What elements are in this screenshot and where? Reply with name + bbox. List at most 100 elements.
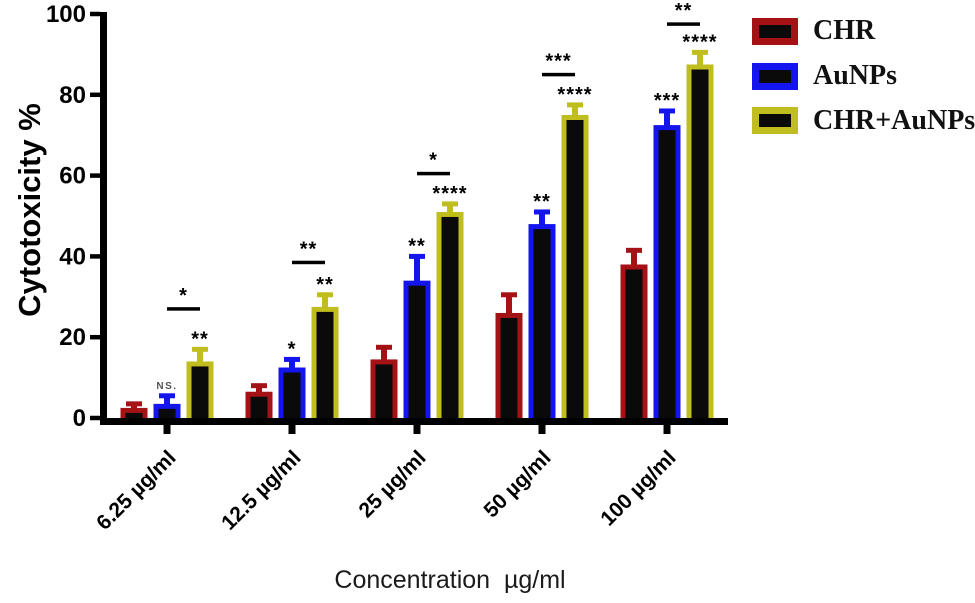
error-bar-cap — [659, 108, 675, 114]
comparison-bracket — [167, 307, 200, 311]
y-tick — [90, 173, 100, 178]
x-tick-label: 6.25 µg/ml — [92, 446, 180, 534]
error-bar-stem — [322, 294, 328, 310]
error-bar-stem — [414, 256, 420, 284]
bar-fill — [283, 372, 301, 418]
error-bar-cap — [567, 102, 583, 108]
bar-fill — [375, 364, 393, 418]
x-tick — [413, 425, 421, 434]
x-tick-label: 100 µg/ml — [596, 446, 680, 530]
legend-swatch — [752, 62, 798, 90]
bar-fill — [441, 216, 459, 418]
significance-label: * — [288, 338, 297, 360]
legend-item-AuNPs: AuNPs — [752, 59, 975, 92]
y-axis — [100, 12, 107, 425]
y-tick — [90, 415, 100, 421]
legend-label: CHR — [813, 15, 876, 46]
bracket-significance-label: ** — [675, 0, 693, 22]
bracket-significance-label: * — [429, 150, 438, 172]
error-bar-stem — [631, 250, 637, 268]
error-bar-cap — [534, 209, 550, 215]
x-tick-label: 50 µg/ml — [480, 446, 556, 522]
bar-fill — [250, 396, 268, 418]
y-tick-label: 100 — [46, 1, 86, 28]
bar-fill — [533, 229, 551, 418]
bar-fill — [125, 412, 143, 418]
error-bar-stem — [164, 395, 170, 407]
error-bar-stem — [697, 52, 703, 68]
bar-fill — [408, 285, 426, 418]
y-tick-label: 0 — [73, 405, 86, 432]
significance-label: ** — [316, 274, 334, 296]
bar-fill — [566, 120, 584, 418]
legend-item-CHR: CHR — [752, 15, 975, 47]
x-tick-label: 12.5 µg/ml — [217, 446, 305, 534]
error-bar-stem — [289, 359, 295, 371]
error-bar-cap — [442, 201, 458, 207]
error-bar-stem — [572, 104, 578, 118]
y-tick — [90, 92, 100, 98]
legend-item-CHR+AuNPs: CHR+AuNPs — [752, 104, 975, 137]
x-tick-label: 25 µg/ml — [355, 446, 431, 522]
legend-swatch — [752, 17, 798, 45]
error-bar-stem — [131, 403, 137, 411]
significance-label: ** — [533, 191, 551, 213]
y-tick — [90, 11, 100, 17]
bar-fill — [625, 269, 643, 418]
error-bar-stem — [506, 294, 512, 316]
significance-label: ** — [191, 328, 209, 350]
significance-label: ** — [408, 235, 426, 257]
legend-label: CHR+AuNPs — [813, 104, 975, 136]
y-tick-label: 60 — [59, 163, 86, 190]
error-bar-cap — [192, 346, 208, 352]
y-tick-label: 80 — [59, 82, 86, 109]
error-bar-cap — [626, 247, 642, 253]
error-bar-cap — [251, 383, 267, 389]
comparison-bracket — [542, 72, 575, 77]
significance-label: *** — [654, 90, 680, 112]
bar-fill — [658, 130, 676, 418]
x-tick — [163, 425, 171, 434]
legend: CHR AuNPs CHR+AuNPs — [752, 15, 975, 150]
x-tick — [288, 425, 296, 434]
bracket-significance-label: ** — [300, 238, 318, 260]
error-bar-cap — [126, 401, 142, 407]
bar-fill — [191, 366, 209, 418]
error-bar-stem — [197, 349, 203, 365]
legend-swatch — [752, 107, 798, 135]
legend-label: AuNPs — [813, 59, 898, 91]
significance-label: NS. — [156, 381, 177, 392]
bar-fill — [500, 317, 518, 418]
x-tick — [538, 425, 546, 434]
significance-label: **** — [557, 84, 592, 106]
x-tick — [663, 425, 671, 434]
error-bar-stem — [447, 203, 453, 215]
comparison-bracket — [667, 22, 700, 26]
error-bar-cap — [317, 292, 333, 298]
error-bar-stem — [664, 110, 670, 129]
comparison-bracket — [292, 260, 325, 265]
x-axis — [100, 418, 728, 425]
y-tick — [90, 334, 100, 340]
x-axis-title: Concentration µg/ml — [334, 566, 566, 594]
y-tick-label: 40 — [59, 243, 86, 270]
bracket-significance-label: *** — [545, 51, 571, 73]
error-bar-stem — [381, 347, 387, 363]
error-bar-cap — [409, 253, 425, 259]
y-tick-label: 20 — [59, 324, 86, 351]
y-axis-title: Cytotoxicity % — [12, 103, 47, 317]
error-bar-cap — [501, 292, 517, 298]
bar-fill — [316, 311, 334, 418]
error-bar-cap — [692, 49, 708, 55]
comparison-bracket — [417, 171, 450, 176]
bar-fill — [158, 408, 176, 418]
error-bar-stem — [256, 385, 262, 395]
error-bar-cap — [284, 356, 300, 362]
bracket-significance-label: * — [179, 285, 188, 307]
error-bar-cap — [376, 344, 392, 350]
significance-label: **** — [682, 31, 717, 53]
significance-label: **** — [432, 183, 467, 205]
error-bar-stem — [539, 211, 545, 228]
bar-fill — [691, 69, 709, 418]
